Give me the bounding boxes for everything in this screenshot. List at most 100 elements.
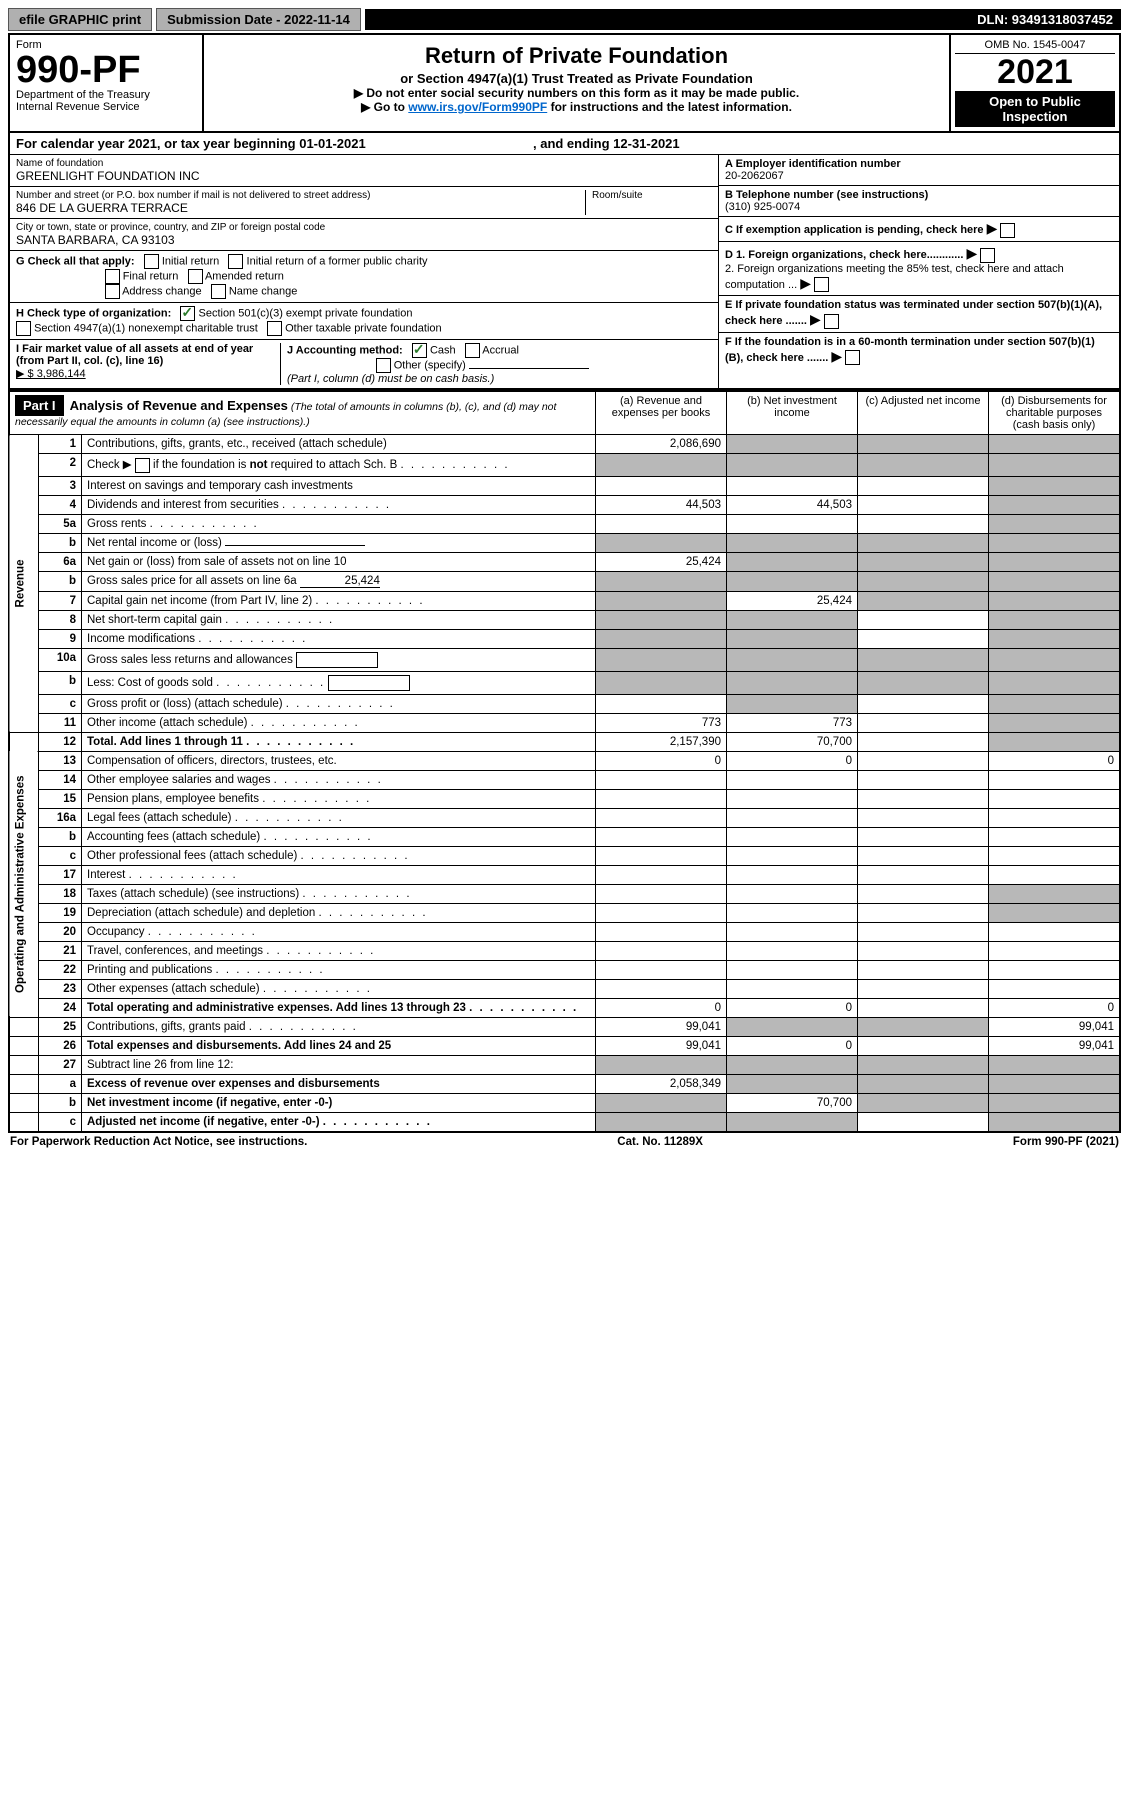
- footer-left: For Paperwork Reduction Act Notice, see …: [10, 1136, 307, 1148]
- arrow-icon: ▶: [810, 311, 821, 327]
- 501c3-checkbox[interactable]: [180, 306, 195, 321]
- g-opt-5: Name change: [229, 286, 298, 298]
- h-check-row: H Check type of organization: Section 50…: [10, 303, 718, 340]
- h-opt-1: Section 501(c)(3) exempt private foundat…: [198, 308, 412, 320]
- d1-checkbox[interactable]: [980, 248, 995, 263]
- table-row: aExcess of revenue over expenses and dis…: [9, 1074, 1120, 1093]
- cell-b: [727, 629, 858, 648]
- cell-b: 773: [727, 713, 858, 732]
- top-bar: efile GRAPHIC print Submission Date - 20…: [8, 8, 1121, 31]
- cell-c: [858, 552, 989, 571]
- cell-d: [989, 610, 1121, 629]
- form-note-1: ▶ Do not enter social security numbers o…: [210, 86, 943, 100]
- other-taxable-checkbox[interactable]: [267, 321, 282, 336]
- initial-return-former-checkbox[interactable]: [228, 254, 243, 269]
- row-num: 16a: [39, 808, 82, 827]
- table-row: 15Pension plans, employee benefits: [9, 789, 1120, 808]
- arrow-icon: ▶: [966, 245, 977, 261]
- cell-c: [858, 751, 989, 770]
- row-desc: Other expenses (attach schedule): [82, 979, 596, 998]
- row-desc: Compensation of officers, directors, tru…: [82, 751, 596, 770]
- row-num: b: [39, 571, 82, 591]
- row-num: 15: [39, 789, 82, 808]
- cash-checkbox[interactable]: [412, 343, 427, 358]
- g-opt-4: Address change: [122, 286, 202, 298]
- form-title: Return of Private Foundation: [210, 43, 943, 69]
- form-header: Form 990-PF Department of the Treasury I…: [8, 33, 1121, 133]
- form-number: 990-PF: [16, 51, 196, 89]
- row-desc: Check ▶ if the foundation is not require…: [82, 454, 596, 476]
- row-desc: Other income (attach schedule): [82, 713, 596, 732]
- row-num: c: [39, 694, 82, 713]
- calyear-b: , and ending 12-31-2021: [533, 136, 680, 151]
- arrow-icon: ▶: [800, 275, 811, 291]
- 4947a1-checkbox[interactable]: [16, 321, 31, 336]
- final-return-checkbox[interactable]: [105, 269, 120, 284]
- schb-checkbox[interactable]: [135, 458, 150, 473]
- row-num: 17: [39, 865, 82, 884]
- f-checkbox[interactable]: [845, 350, 860, 365]
- table-row: bAccounting fees (attach schedule): [9, 827, 1120, 846]
- cell-d: [989, 552, 1121, 571]
- room-label: Room/suite: [592, 190, 712, 201]
- e-text: E If private foundation status was termi…: [725, 299, 1102, 327]
- initial-return-checkbox[interactable]: [144, 254, 159, 269]
- other-method-checkbox[interactable]: [376, 358, 391, 373]
- cell-a: 2,086,690: [596, 435, 727, 454]
- table-row: b Gross sales price for all assets on li…: [9, 571, 1120, 591]
- name-change-checkbox[interactable]: [211, 284, 226, 299]
- cell-c: [858, 591, 989, 610]
- row-num: b: [39, 671, 82, 694]
- row-desc: Gross profit or (loss) (attach schedule): [82, 694, 596, 713]
- row-desc: Less: Cost of goods sold: [82, 671, 596, 694]
- table-row: 3 Interest on savings and temporary cash…: [9, 476, 1120, 495]
- form-note-2: ▶ Go to www.irs.gov/Form990PF for instru…: [210, 100, 943, 114]
- e-checkbox[interactable]: [824, 314, 839, 329]
- table-row: 10a Gross sales less returns and allowan…: [9, 648, 1120, 671]
- cell-c: [858, 435, 989, 454]
- row-desc: Contributions, gifts, grants, etc., rece…: [82, 435, 596, 454]
- row-desc: Pension plans, employee benefits: [82, 789, 596, 808]
- cell-a: 0: [596, 751, 727, 770]
- c-text: C If exemption application is pending, c…: [725, 224, 984, 236]
- footer-right: Form 990-PF (2021): [1013, 1136, 1119, 1148]
- row-num: c: [39, 846, 82, 865]
- efile-button[interactable]: efile GRAPHIC print: [8, 8, 152, 31]
- table-row: 8 Net short-term capital gain: [9, 610, 1120, 629]
- table-row: cOther professional fees (attach schedul…: [9, 846, 1120, 865]
- d2-text: 2. Foreign organizations meeting the 85%…: [725, 263, 1064, 291]
- c-checkbox[interactable]: [1000, 223, 1015, 238]
- cell-b: 25,424: [727, 591, 858, 610]
- j-label: J Accounting method:: [287, 345, 403, 357]
- cell-d: [989, 514, 1121, 533]
- table-row: 26Total expenses and disbursements. Add …: [9, 1036, 1120, 1055]
- submission-button[interactable]: Submission Date - 2022-11-14: [156, 8, 361, 31]
- cell-a: [596, 514, 727, 533]
- row-desc: Net gain or (loss) from sale of assets n…: [82, 552, 596, 571]
- calendar-year-row: For calendar year 2021, or tax year begi…: [8, 133, 1121, 155]
- cell-a: [596, 476, 727, 495]
- table-row: 23Other expenses (attach schedule): [9, 979, 1120, 998]
- d2-checkbox[interactable]: [814, 277, 829, 292]
- table-row: Operating and Administrative Expenses 13…: [9, 751, 1120, 770]
- cell-c: [858, 476, 989, 495]
- cell-c: [858, 610, 989, 629]
- cell-b: [727, 435, 858, 454]
- cell-d: [989, 454, 1121, 476]
- cell-a: 44,503: [596, 495, 727, 514]
- expenses-side-label: Operating and Administrative Expenses: [9, 751, 39, 1017]
- address-change-checkbox[interactable]: [105, 284, 120, 299]
- city-label: City or town, state or province, country…: [16, 222, 712, 233]
- form-title-block: Return of Private Foundation or Section …: [204, 35, 949, 131]
- cell-d: [989, 629, 1121, 648]
- form990pf-link[interactable]: www.irs.gov/Form990PF: [408, 100, 547, 114]
- f-cell: F If the foundation is in a 60-month ter…: [719, 333, 1119, 369]
- table-row: 27Subtract line 26 from line 12:: [9, 1055, 1120, 1074]
- row-num: 21: [39, 941, 82, 960]
- cell-a: 2,157,390: [596, 732, 727, 751]
- accrual-checkbox[interactable]: [465, 343, 480, 358]
- table-row: b Net rental income or (loss): [9, 533, 1120, 552]
- note2-post: for instructions and the latest informat…: [547, 100, 792, 114]
- amended-return-checkbox[interactable]: [188, 269, 203, 284]
- cell-b: [727, 552, 858, 571]
